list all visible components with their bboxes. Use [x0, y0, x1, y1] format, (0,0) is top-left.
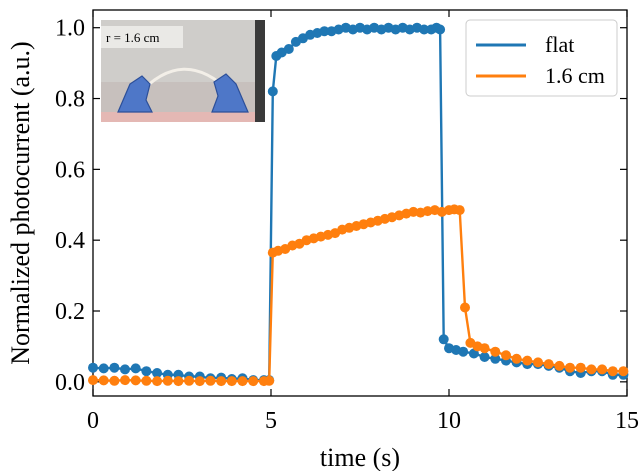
data-point-flat: [88, 362, 98, 373]
data-point-1-6-cm: [237, 376, 248, 387]
legend-label-flat: flat: [545, 32, 574, 57]
data-point-1-6-cm: [460, 302, 470, 313]
data-point-1-6-cm: [264, 375, 275, 386]
data-point-1-6-cm: [120, 375, 130, 386]
data-point-flat: [283, 44, 294, 54]
data-point-flat: [458, 346, 469, 357]
data-point-1-6-cm: [575, 362, 586, 373]
plot-frame: [92, 9, 628, 397]
data-point-1-6-cm: [533, 357, 543, 368]
data-point-flat: [120, 364, 130, 375]
y-tick-label: 0.0: [55, 370, 85, 396]
inset-right-clip: [211, 73, 249, 113]
data-point-1-6-cm: [130, 375, 141, 386]
data-point-1-6-cm: [490, 346, 501, 357]
data-point-1-6-cm: [152, 376, 163, 387]
data-point-flat: [435, 24, 446, 35]
data-point-1-6-cm: [162, 375, 173, 386]
series-line-1-6-cm: [92, 208, 624, 383]
data-point-1-6-cm: [597, 364, 608, 375]
data-point-1-6-cm: [618, 366, 629, 377]
data-point-flat: [490, 353, 501, 364]
data-point-1-6-cm: [194, 376, 205, 387]
data-point-flat: [438, 334, 449, 345]
y-tick-label: 0.8: [55, 87, 85, 113]
data-point-1-6-cm: [479, 343, 490, 354]
data-point-1-6-cm: [607, 366, 618, 377]
data-point-flat: [267, 86, 278, 97]
data-point-flat: [479, 352, 490, 362]
data-point-1-6-cm: [216, 376, 227, 387]
x-tick-label: 15: [615, 408, 639, 434]
inset-label-box: [101, 26, 183, 48]
y-tick-label: 0.4: [55, 228, 85, 254]
data-point-1-6-cm: [109, 375, 120, 386]
data-point-1-6-cm: [88, 375, 98, 386]
x-tick-label: 10: [437, 408, 461, 434]
x-tick-label: 5: [265, 408, 277, 434]
data-point-1-6-cm: [522, 355, 533, 366]
data-point-1-6-cm: [205, 375, 216, 386]
inset-dark-strip: [255, 20, 265, 122]
data-point-flat: [98, 363, 109, 374]
data-point-1-6-cm: [554, 360, 565, 371]
x-axis-label: time (s): [320, 443, 400, 471]
data-point-flat: [152, 368, 163, 378]
y-ticks: 0.0 0.2 0.4 0.6 0.8 1.0: [55, 16, 627, 396]
data-point-flat: [419, 24, 430, 35]
data-point-1-6-cm: [184, 375, 195, 386]
legend-label-1-6cm: 1.6 cm: [545, 63, 605, 88]
inset-left-clip: [117, 75, 153, 113]
x-tick-label: 0: [87, 408, 99, 434]
data-point-1-6-cm: [98, 375, 109, 386]
data-point-1-6-cm: [248, 376, 259, 387]
x-ticks: 0 5 10 15: [87, 10, 639, 434]
data-point-flat: [109, 362, 120, 373]
inset-label: r = 1.6 cm: [106, 30, 160, 45]
data-point-flat: [319, 26, 330, 37]
series-flat: [88, 22, 629, 386]
y-axis-label: Normalized photocurrent (a.u.): [6, 41, 35, 364]
inset-photo: r = 1.6 cm: [101, 20, 265, 122]
data-point-1-6-cm: [501, 350, 511, 361]
data-point-1-6-cm: [141, 375, 152, 386]
series-1-6-cm: [88, 204, 629, 387]
data-point-1-6-cm: [511, 353, 522, 364]
data-point-1-6-cm: [543, 359, 554, 370]
series-layer: [88, 22, 629, 387]
data-point-1-6-cm: [565, 362, 575, 373]
data-point-1-6-cm: [586, 364, 597, 375]
y-tick-label: 0.6: [55, 157, 85, 183]
y-tick-label: 1.0: [55, 16, 85, 42]
data-point-1-6-cm: [173, 376, 184, 387]
data-point-flat: [141, 366, 152, 377]
data-point-1-6-cm: [226, 376, 237, 387]
data-point-1-6-cm: [454, 205, 465, 216]
inset-table-edge: [101, 112, 265, 122]
data-point-flat: [130, 363, 141, 374]
legend: flat 1.6 cm: [465, 19, 618, 97]
y-tick-label: 0.2: [55, 299, 85, 325]
